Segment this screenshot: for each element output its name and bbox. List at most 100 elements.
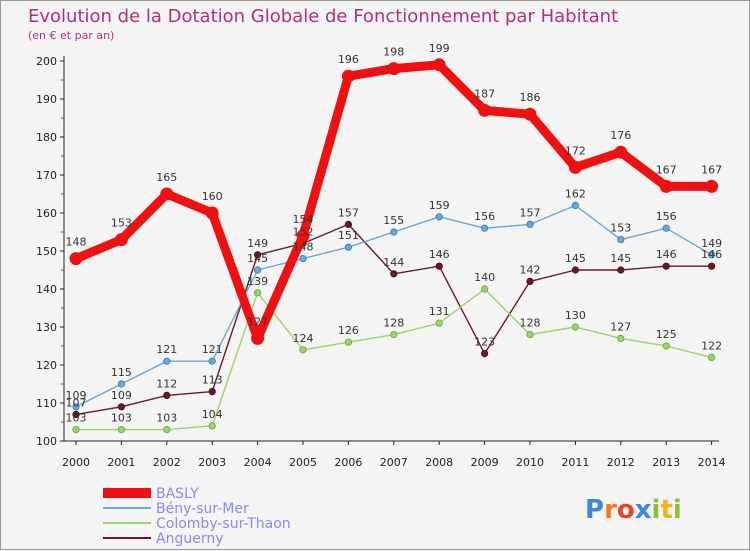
data-label-b-ny-sur-mer: 151 <box>338 229 359 242</box>
data-point-b-ny-sur-mer <box>254 266 262 274</box>
data-point-b-ny-sur-mer <box>435 213 443 221</box>
data-point-b-ny-sur-mer <box>163 357 171 365</box>
data-label-basly: 154 <box>293 213 314 226</box>
y-tick-label: 150 <box>36 245 57 258</box>
data-label-colomby-sur-thaon: 139 <box>247 275 268 288</box>
data-label-b-ny-sur-mer: 115 <box>111 366 132 379</box>
y-tick-label: 100 <box>36 435 57 448</box>
proxiti-logo-text: Proxiti <box>585 495 682 525</box>
data-label-anguerny: 144 <box>383 256 404 269</box>
data-label-basly: 172 <box>565 144 586 157</box>
data-label-b-ny-sur-mer: 149 <box>701 237 722 250</box>
data-point-anguerny <box>480 349 489 358</box>
data-point-b-ny-sur-mer <box>72 403 80 411</box>
data-point-anguerny <box>117 403 126 411</box>
y-tick-label: 110 <box>36 397 57 410</box>
data-label-anguerny: 142 <box>520 263 541 276</box>
data-label-b-ny-sur-mer: 156 <box>656 210 677 223</box>
data-label-b-ny-sur-mer: 156 <box>474 210 495 223</box>
data-label-colomby-sur-thaon: 104 <box>202 408 223 421</box>
data-point-anguerny <box>571 266 580 274</box>
proxiti-logo-letter: x <box>635 495 652 525</box>
data-label-b-ny-sur-mer: 121 <box>202 343 223 356</box>
data-label-colomby-sur-thaon: 127 <box>610 320 631 333</box>
data-label-anguerny: 145 <box>565 252 586 265</box>
data-label-colomby-sur-thaon: 124 <box>293 332 314 345</box>
data-point-basly <box>160 187 174 201</box>
data-point-colomby-sur-thaon <box>526 330 534 339</box>
data-point-anguerny <box>617 266 625 274</box>
data-label-colomby-sur-thaon: 103 <box>66 412 87 425</box>
x-tick-label: 2003 <box>198 456 226 469</box>
data-point-basly <box>432 58 446 72</box>
data-point-b-ny-sur-mer <box>526 220 534 228</box>
data-label-colomby-sur-thaon: 128 <box>520 317 541 330</box>
data-point-basly <box>659 179 673 193</box>
data-point-anguerny <box>707 262 716 270</box>
data-label-basly: 127 <box>247 315 268 328</box>
data-label-b-ny-sur-mer: 148 <box>293 241 314 254</box>
data-label-basly: 148 <box>66 236 87 249</box>
data-point-basly <box>387 62 401 76</box>
proxiti-logo-letter: P <box>585 495 604 525</box>
data-label-colomby-sur-thaon: 125 <box>656 328 677 341</box>
data-point-b-ny-sur-mer <box>208 357 216 365</box>
data-point-basly <box>614 145 628 159</box>
data-label-b-ny-sur-mer: 157 <box>520 206 541 219</box>
y-tick-label: 160 <box>36 207 57 220</box>
data-label-anguerny: 112 <box>156 377 177 390</box>
data-label-basly: 176 <box>610 129 631 142</box>
data-point-b-ny-sur-mer <box>571 201 580 209</box>
data-label-b-ny-sur-mer: 153 <box>610 222 631 235</box>
chart-title: Evolution de la Dotation Globale de Fonc… <box>28 6 618 27</box>
x-tick-label: 2001 <box>107 456 135 469</box>
data-label-colomby-sur-thaon: 122 <box>701 339 722 352</box>
data-label-basly: 186 <box>520 91 541 104</box>
data-point-basly <box>705 179 719 193</box>
y-tick-label: 180 <box>36 131 57 144</box>
proxiti-logo-letter: o <box>617 495 635 525</box>
data-label-colomby-sur-thaon: 128 <box>383 317 404 330</box>
data-point-anguerny <box>344 220 352 228</box>
data-label-anguerny: 146 <box>429 248 450 261</box>
data-label-colomby-sur-thaon: 130 <box>565 309 586 322</box>
data-label-basly: 167 <box>701 163 722 176</box>
data-point-colomby-sur-thaon <box>254 289 262 297</box>
data-label-anguerny: 146 <box>656 248 677 261</box>
proxiti-logo-letter: i <box>652 495 661 525</box>
data-label-basly: 153 <box>111 217 132 230</box>
data-point-b-ny-sur-mer <box>299 255 307 263</box>
data-point-anguerny <box>163 391 171 399</box>
data-point-b-ny-sur-mer <box>662 224 670 232</box>
data-point-colomby-sur-thaon <box>344 338 352 346</box>
data-label-basly: 167 <box>656 163 677 176</box>
data-label-basly: 199 <box>429 42 450 55</box>
x-tick-label: 2014 <box>698 456 726 469</box>
data-label-anguerny: 149 <box>247 237 268 250</box>
data-label-anguerny: 123 <box>474 336 495 349</box>
y-tick-label: 140 <box>36 283 57 296</box>
data-point-colomby-sur-thaon <box>571 323 580 331</box>
data-label-b-ny-sur-mer: 121 <box>156 343 177 356</box>
proxiti-logo: Proxiti <box>585 495 682 525</box>
data-point-b-ny-sur-mer <box>117 380 126 388</box>
x-tick-label: 2006 <box>334 456 362 469</box>
data-label-basly: 165 <box>156 171 177 184</box>
data-point-b-ny-sur-mer <box>617 236 625 244</box>
series-line-basly <box>71 60 717 343</box>
series-line-colomby-sur-thaon <box>75 288 713 431</box>
data-point-anguerny <box>208 387 216 396</box>
x-tick-label: 2010 <box>516 456 544 469</box>
data-point-colomby-sur-thaon <box>117 425 126 434</box>
data-label-basly: 198 <box>383 46 404 59</box>
data-label-anguerny: 152 <box>293 225 314 238</box>
data-point-basly <box>568 160 582 174</box>
data-point-anguerny <box>526 277 534 285</box>
y-tick-label: 200 <box>36 55 57 68</box>
y-tick-label: 190 <box>36 93 57 106</box>
data-label-basly: 187 <box>474 87 495 100</box>
x-tick-label: 2004 <box>244 456 272 469</box>
y-tick-label: 130 <box>36 321 57 334</box>
